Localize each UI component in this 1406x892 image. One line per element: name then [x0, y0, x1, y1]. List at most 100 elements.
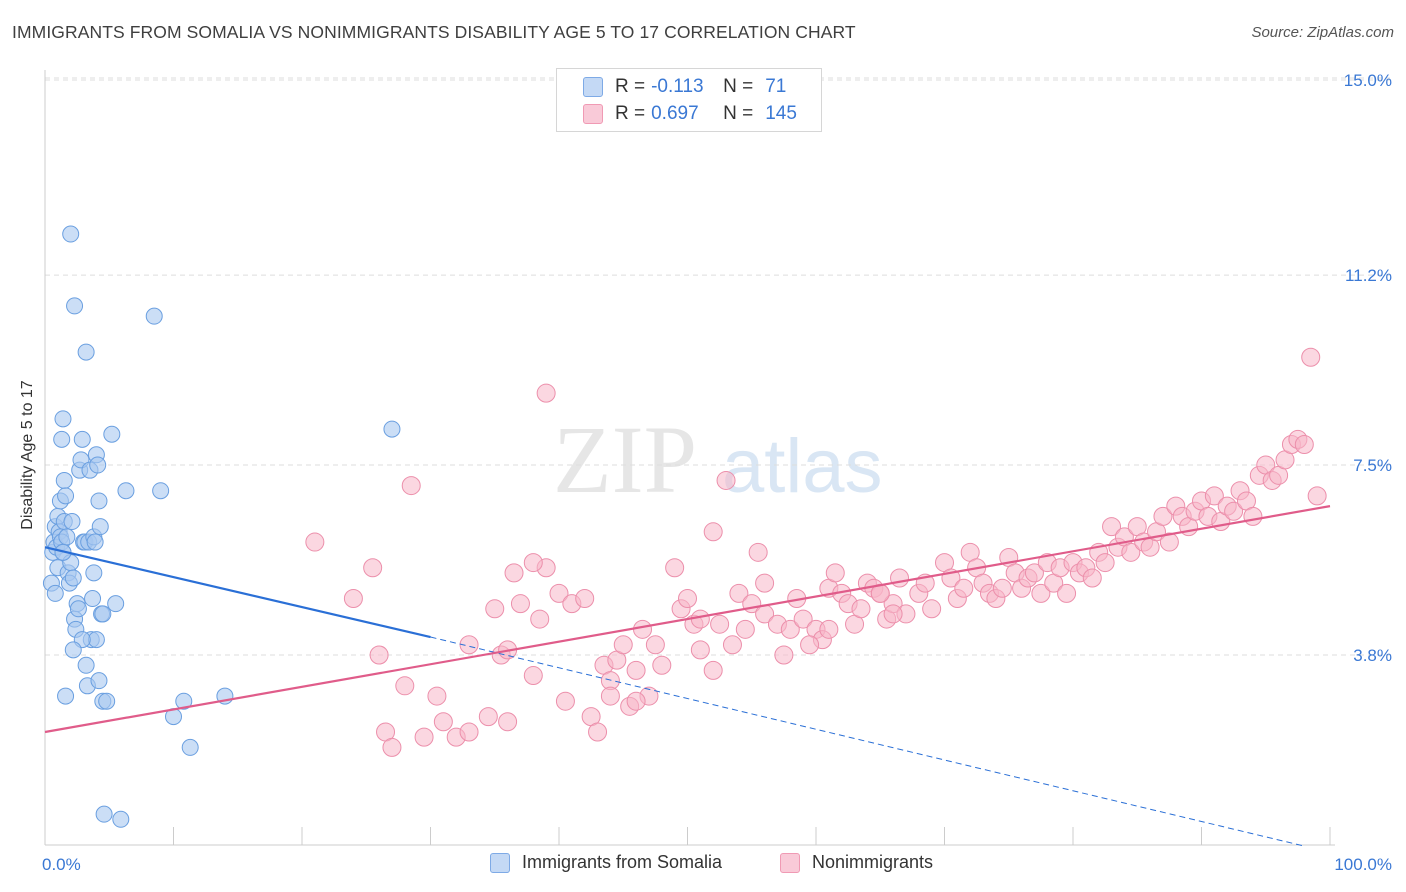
r-value: -0.113: [651, 76, 704, 97]
somalia-swatch: [490, 852, 510, 873]
somalia-point: [91, 518, 109, 536]
r-label: R =: [615, 76, 646, 97]
somalia-point: [90, 492, 108, 510]
somalia-point: [62, 225, 80, 243]
nonimmigrants-point: [735, 619, 755, 639]
bottom-legend-somalia: Immigrants from Somalia: [490, 852, 722, 873]
nonimmigrants-point: [690, 609, 710, 629]
nonimmigrants-point: [922, 599, 942, 619]
somalia-point: [383, 420, 401, 438]
nonimmigrants-point: [549, 583, 569, 603]
nonimmigrants-point: [613, 635, 633, 655]
somalia-swatch: [583, 77, 603, 97]
y-tick-label: 15.0%: [1344, 71, 1392, 90]
nonimmigrants-point: [780, 619, 800, 639]
nonimmigrants-point: [800, 635, 820, 655]
nonimmigrants-point: [690, 640, 710, 660]
nonimmigrants-point: [645, 635, 665, 655]
y-tick-label: 11.2%: [1345, 266, 1392, 285]
somalia-point: [152, 482, 170, 500]
y-tick-label: 3.8%: [1353, 646, 1392, 665]
watermark-zip: ZIP: [553, 406, 697, 513]
source-label: Source: ZipAtlas.com: [1251, 24, 1394, 41]
nonimmigrants-point: [401, 476, 421, 496]
nonimmigrants-point: [1082, 568, 1102, 588]
somalia-point: [53, 430, 71, 448]
somalia-point: [84, 590, 102, 608]
nonimmigrants-point: [1204, 486, 1224, 506]
nonimmigrants-point: [459, 722, 479, 742]
somalia-point: [66, 297, 84, 315]
somalia-point: [87, 631, 105, 649]
somalia-point: [57, 487, 75, 505]
nonimmigrants-point: [1224, 501, 1244, 521]
somalia-trend-line: [44, 546, 431, 639]
r-label: R =: [615, 103, 646, 124]
n-value: 145: [765, 103, 797, 124]
somalia-point: [46, 584, 64, 602]
y-tick-label: 7.5%: [1353, 456, 1392, 475]
x-tick-label: 100.0%: [1334, 855, 1392, 874]
nonimmigrants-point: [498, 712, 518, 732]
bottom-legend-nonimmigrants: Nonimmigrants: [780, 852, 933, 873]
somalia-point: [175, 692, 193, 710]
somalia-point: [58, 528, 76, 546]
nonimmigrants-point: [851, 599, 871, 619]
somalia-point: [86, 533, 104, 551]
nonimmigrants-swatch: [583, 104, 603, 124]
stats-legend: R = -0.113 N = 71 R = 0.697 N = 145: [556, 68, 822, 132]
tick-labels: 3.8% 7.5% 11.2% 15.0% 0.0% 100.0%: [42, 71, 1392, 874]
somalia-point: [95, 805, 113, 823]
somalia-point: [77, 656, 95, 674]
somalia-point: [54, 410, 72, 428]
nonimmigrants-point: [395, 676, 415, 696]
nonimmigrants-point: [1102, 517, 1122, 537]
nonimmigrants-point: [588, 722, 608, 742]
nonimmigrants-point: [1243, 506, 1263, 526]
nonimmigrants-point: [530, 609, 550, 629]
nonimmigrants-point: [883, 604, 903, 624]
nonimmigrants-point: [793, 609, 813, 629]
nonimmigrants-trend-line: [44, 505, 1331, 734]
somalia-point: [63, 513, 81, 531]
nonimmigrants-point: [626, 691, 646, 711]
somalia-trend-extension: [430, 636, 1305, 847]
nonimmigrants-point: [382, 737, 402, 757]
nonimmigrants-point: [343, 589, 363, 609]
nonimmigrants-point: [1301, 347, 1321, 367]
nonimmigrants-points: [305, 347, 1327, 757]
bottom-legend-label: Nonimmigrants: [812, 852, 934, 872]
nonimmigrants-point: [729, 583, 749, 603]
somalia-point: [77, 343, 95, 361]
watermark-atlas: atlas: [722, 424, 883, 509]
nonimmigrants-point: [523, 553, 543, 573]
nonimmigrants-point: [678, 589, 697, 609]
nonimmigrants-point: [825, 563, 845, 583]
somalia-point: [90, 672, 108, 690]
nonimmigrants-point: [1294, 435, 1314, 455]
nonimmigrants-point: [536, 383, 556, 403]
n-value: 71: [765, 76, 787, 97]
nonimmigrants-point: [1095, 553, 1115, 573]
nonimmigrants-point: [414, 727, 434, 747]
nonimmigrants-point: [1153, 506, 1173, 526]
trend-lines: [44, 505, 1331, 847]
bottom-legend-label: Immigrants from Somalia: [522, 852, 723, 872]
nonimmigrants-point: [1307, 486, 1327, 506]
nonimmigrants-point: [1057, 583, 1077, 603]
legend-row-nonimmigrants: R = 0.697 N = 145: [583, 103, 797, 125]
nonimmigrants-point: [819, 619, 839, 639]
nonimmigrants-point: [504, 563, 524, 583]
somalia-point: [94, 605, 112, 623]
somalia-point: [64, 641, 82, 659]
nonimmigrants-point: [890, 568, 910, 588]
legend-row-somalia: R = -0.113 N = 71: [583, 76, 786, 98]
nonimmigrants-point: [992, 578, 1012, 598]
nonimmigrants-point: [523, 666, 543, 686]
n-label: N =: [723, 76, 754, 97]
nonimmigrants-point: [665, 558, 685, 578]
nonimmigrants-point: [510, 594, 530, 614]
somalia-point: [181, 738, 199, 756]
somalia-point: [107, 595, 125, 613]
